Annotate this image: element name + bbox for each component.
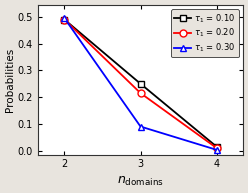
Line: $\tau_1$ = 0.30: $\tau_1$ = 0.30 [61, 15, 220, 153]
$\tau_1$ = 0.20 [63, 18, 66, 21]
Line: $\tau_1$ = 0.20: $\tau_1$ = 0.20 [61, 16, 220, 152]
$\tau_1$ = 0.10 [139, 83, 142, 85]
Line: $\tau_1$ = 0.10: $\tau_1$ = 0.10 [61, 16, 220, 150]
$\tau_1$ = 0.10 [63, 18, 66, 21]
Y-axis label: Probabilities: Probabilities [5, 48, 15, 112]
$\tau_1$ = 0.10 [215, 146, 218, 148]
$\tau_1$ = 0.30 [139, 125, 142, 128]
Legend: $\tau_1$ = 0.10, $\tau_1$ = 0.20, $\tau_1$ = 0.30: $\tau_1$ = 0.10, $\tau_1$ = 0.20, $\tau_… [171, 9, 239, 57]
$\tau_1$ = 0.30 [215, 149, 218, 151]
$\tau_1$ = 0.20 [215, 147, 218, 149]
X-axis label: $\mathit{n}_{\mathrm{domains}}$: $\mathit{n}_{\mathrm{domains}}$ [117, 175, 164, 188]
$\tau_1$ = 0.20 [139, 92, 142, 94]
$\tau_1$ = 0.30 [63, 17, 66, 19]
